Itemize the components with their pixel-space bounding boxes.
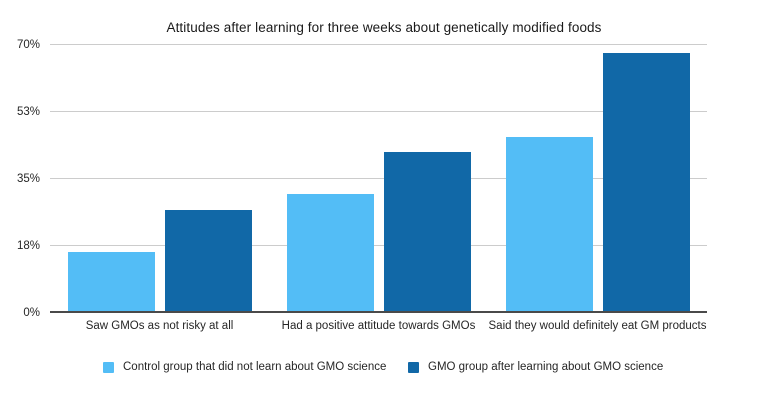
y-tick-label: 35%	[16, 173, 40, 185]
y-tick-label: 70%	[16, 39, 40, 51]
bar-group	[488, 45, 707, 313]
bar-series-0-cat-2	[505, 136, 593, 313]
gridline	[50, 178, 707, 179]
bar-series-1-cat-1	[383, 152, 471, 313]
legend-item: GMO group after learning about GMO scien…	[408, 361, 663, 373]
legend-label: GMO group after learning about GMO scien…	[428, 361, 664, 373]
bar-groups	[50, 45, 707, 313]
x-category-label: Had a positive attitude towards GMOs	[281, 320, 476, 332]
x-axis-baseline	[50, 311, 707, 313]
x-category-label: Saw GMOs as not risky at all	[85, 320, 234, 332]
bar-series-0-cat-0	[67, 251, 155, 313]
y-tick-label: 0%	[23, 307, 40, 319]
bar-group	[269, 45, 488, 313]
bar-series-1-cat-2	[602, 52, 690, 313]
y-axis: 0% 18% 35% 53% 70%	[0, 39, 40, 319]
chart-title: Attitudes after learning for three weeks…	[166, 20, 602, 35]
legend-item: Control group that did not learn about G…	[103, 361, 386, 373]
gridline	[50, 245, 707, 246]
y-tick-label: 18%	[16, 240, 40, 252]
y-tick-label: 53%	[16, 106, 40, 118]
legend: Control group that did not learn about G…	[0, 361, 768, 377]
bar-series-1-cat-0	[164, 209, 252, 313]
gridline	[50, 44, 707, 45]
gridline	[50, 111, 707, 112]
plot-area	[50, 44, 707, 313]
legend-swatch	[103, 361, 114, 373]
x-category-label: Said they would definitely eat GM produc…	[488, 320, 707, 332]
legend-swatch	[408, 361, 419, 373]
x-axis-labels: Saw GMOs as not risky at all Had a positi…	[50, 320, 707, 332]
legend-label: Control group that did not learn about G…	[123, 361, 387, 373]
bar-series-0-cat-1	[286, 194, 374, 313]
bar-group	[50, 45, 269, 313]
